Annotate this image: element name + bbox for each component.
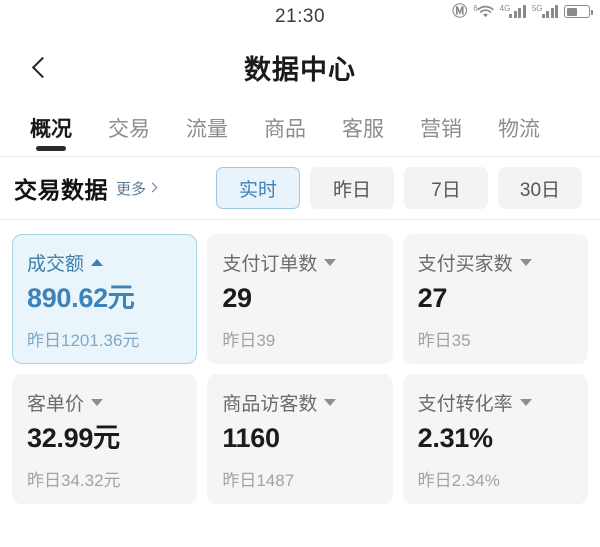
nfc-icon: Ⓜ xyxy=(452,3,468,20)
metric-value: 2.31% xyxy=(417,423,493,453)
status-icon-group: Ⓜ 6 4G 5G xyxy=(452,3,593,20)
section-title: 交易数据 xyxy=(14,177,108,203)
section-header: 交易数据 更多 实时 昨日 7日 30日 xyxy=(0,157,600,219)
metric-comparison: 昨日2.34% xyxy=(417,471,500,490)
tab-logistics[interactable]: 物流 xyxy=(498,118,540,141)
page-title: 数据中心 xyxy=(244,54,356,85)
metric-card-header: 支付买家数 xyxy=(418,249,573,276)
time-range-filter-group: 实时 昨日 7日 30日 xyxy=(216,167,586,209)
metric-card-header: 客单价 xyxy=(27,389,182,416)
metric-card-header: 成交额 xyxy=(27,249,182,276)
status-bar: 21:30 Ⓜ 6 4G 5G xyxy=(0,0,600,34)
metric-card-payment-conversion[interactable]: 支付转化率 2.31% 昨日2.34% xyxy=(402,374,588,504)
wifi-generation-label: 6 xyxy=(473,3,478,13)
metric-value: 890.62元 xyxy=(27,283,135,313)
status-time: 21:30 xyxy=(274,6,326,27)
network-type-5g-label: 5G xyxy=(531,4,543,13)
metric-comparison: 昨日39 xyxy=(222,331,276,350)
header-divider xyxy=(0,156,600,157)
tab-products[interactable]: 商品 xyxy=(264,118,306,141)
metric-card-paid-orders[interactable]: 支付订单数 29 昨日39 xyxy=(207,234,393,364)
metric-card-avg-order-value[interactable]: 客单价 32.99元 昨日34.32元 xyxy=(12,374,198,504)
metric-card-gmv[interactable]: 成交额 890.62元 昨日1201.36元 xyxy=(12,234,198,364)
metric-value: 1160 xyxy=(222,423,280,453)
metric-value: 32.99元 xyxy=(27,423,120,453)
metric-comparison: 昨日1201.36元 xyxy=(27,331,140,350)
metric-comparison: 昨日1487 xyxy=(222,471,295,490)
trend-down-icon xyxy=(519,259,532,266)
metric-label: 支付买家数 xyxy=(417,254,513,275)
trend-up-icon xyxy=(91,259,104,266)
trend-down-icon xyxy=(91,399,104,406)
cellular-5g-icon: 5G xyxy=(532,5,558,18)
battery-fill xyxy=(566,7,578,16)
metric-card-header: 支付订单数 xyxy=(222,249,377,276)
metric-label: 成交额 xyxy=(27,254,85,275)
metric-card-product-visitors[interactable]: 商品访客数 1160 昨日1487 xyxy=(207,374,393,504)
cellular-4g-icon: 4G xyxy=(500,5,526,18)
network-type-4g-label: 4G xyxy=(499,4,511,13)
metric-comparison: 昨日35 xyxy=(417,331,471,350)
nav-header: 数据中心 xyxy=(0,34,600,100)
more-label: 更多 xyxy=(116,180,147,198)
wifi-icon: 6 xyxy=(473,3,494,19)
tab-customer-service[interactable]: 客服 xyxy=(342,118,384,141)
section-divider xyxy=(0,219,600,220)
metric-card-paid-buyers[interactable]: 支付买家数 27 昨日35 xyxy=(402,234,588,364)
chevron-right-icon xyxy=(147,182,158,193)
tab-overview[interactable]: 概况 xyxy=(12,100,90,156)
signal-bars-5g xyxy=(541,5,558,18)
chip-7days[interactable]: 7日 xyxy=(404,167,488,209)
metric-card-header: 商品访客数 xyxy=(222,389,377,416)
metric-value: 27 xyxy=(417,283,448,313)
back-button[interactable] xyxy=(22,49,58,85)
metric-card-grid: 成交额 890.62元 昨日1201.36元 支付订单数 29 昨日39 支付买… xyxy=(0,220,600,504)
tab-bar: 概况 交易 流量 商品 客服 营销 物流 xyxy=(0,100,600,156)
metric-label: 支付转化率 xyxy=(417,394,513,415)
metric-value: 29 xyxy=(222,283,252,313)
chip-realtime[interactable]: 实时 xyxy=(216,167,300,209)
trend-down-icon xyxy=(324,399,337,406)
metric-card-header: 支付转化率 xyxy=(418,389,573,416)
metric-label: 客单价 xyxy=(27,394,85,415)
tab-marketing[interactable]: 营销 xyxy=(420,118,462,141)
more-link[interactable]: 更多 xyxy=(116,178,158,199)
chevron-left-icon xyxy=(31,56,53,78)
metric-label: 商品访客数 xyxy=(222,394,318,415)
trend-down-icon xyxy=(519,399,532,406)
metric-comparison: 昨日34.32元 xyxy=(27,471,121,490)
tab-transactions[interactable]: 交易 xyxy=(108,118,150,141)
trend-down-icon xyxy=(324,259,337,266)
tab-traffic[interactable]: 流量 xyxy=(186,118,228,141)
metric-label: 支付订单数 xyxy=(222,254,318,275)
signal-bars-4g xyxy=(509,5,526,18)
battery-icon xyxy=(564,5,593,18)
chip-yesterday[interactable]: 昨日 xyxy=(310,167,394,209)
chip-30days[interactable]: 30日 xyxy=(498,167,582,209)
